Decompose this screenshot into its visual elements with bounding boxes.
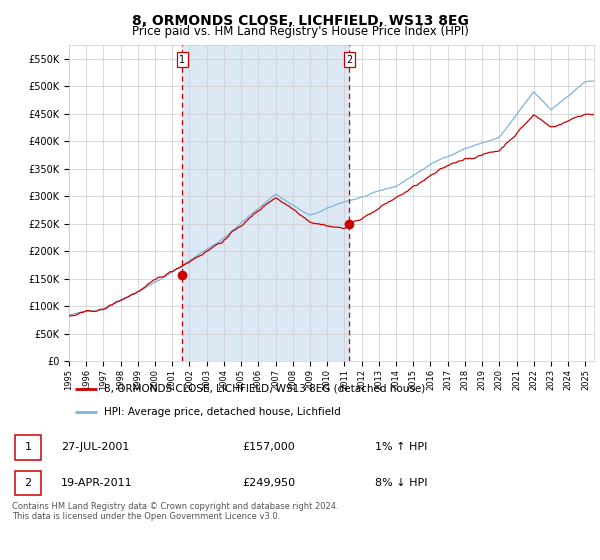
Text: 19-APR-2011: 19-APR-2011 (61, 478, 133, 488)
Bar (15, 435, 41, 460)
Text: HPI: Average price, detached house, Lichfield: HPI: Average price, detached house, Lich… (104, 407, 340, 417)
Text: 1: 1 (179, 55, 185, 64)
Text: 27-JUL-2001: 27-JUL-2001 (61, 442, 130, 452)
Text: 1% ↑ HPI: 1% ↑ HPI (375, 442, 427, 452)
Text: 8, ORMONDS CLOSE, LICHFIELD, WS13 8EG: 8, ORMONDS CLOSE, LICHFIELD, WS13 8EG (131, 14, 469, 28)
Text: 8% ↓ HPI: 8% ↓ HPI (375, 478, 427, 488)
Text: 1: 1 (25, 442, 31, 452)
Text: Price paid vs. HM Land Registry's House Price Index (HPI): Price paid vs. HM Land Registry's House … (131, 25, 469, 38)
Text: £249,950: £249,950 (242, 478, 296, 488)
Text: 2: 2 (346, 55, 353, 64)
Text: 2: 2 (24, 478, 31, 488)
Text: £157,000: £157,000 (242, 442, 295, 452)
Text: 8, ORMONDS CLOSE, LICHFIELD, WS13 8EG (detached house): 8, ORMONDS CLOSE, LICHFIELD, WS13 8EG (d… (104, 384, 425, 394)
Text: Contains HM Land Registry data © Crown copyright and database right 2024.
This d: Contains HM Land Registry data © Crown c… (12, 502, 338, 521)
Bar (182, 45, 349, 361)
Bar (15, 470, 41, 495)
